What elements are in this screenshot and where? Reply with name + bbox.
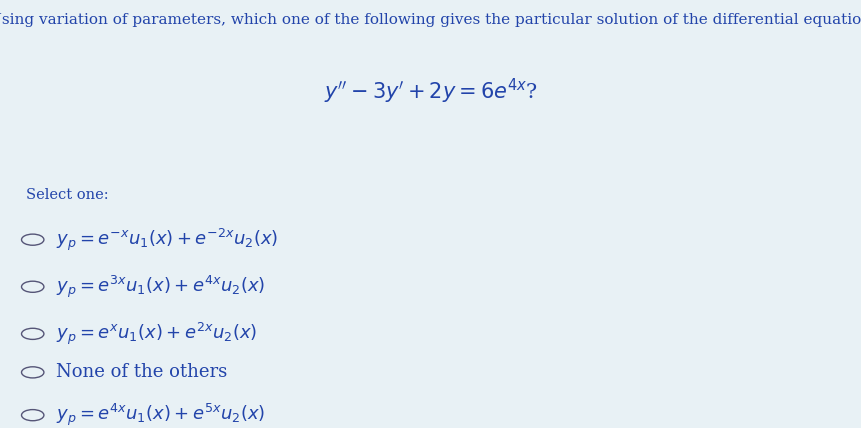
Text: $y_p = e^{x}u_1(x) + e^{2x}u_2(x)$: $y_p = e^{x}u_1(x) + e^{2x}u_2(x)$ <box>56 321 257 347</box>
Text: $y'' - 3y' + 2y = 6e^{4x}$?: $y'' - 3y' + 2y = 6e^{4x}$? <box>324 77 537 106</box>
Text: None of the others: None of the others <box>56 363 227 381</box>
Text: $y_p = e^{4x}u_1(x) + e^{5x}u_2(x)$: $y_p = e^{4x}u_1(x) + e^{5x}u_2(x)$ <box>56 402 265 428</box>
Text: Using variation of parameters, which one of the following gives the particular s: Using variation of parameters, which one… <box>0 13 861 27</box>
Text: $y_p = e^{3x}u_1(x) + e^{4x}u_2(x)$: $y_p = e^{3x}u_1(x) + e^{4x}u_2(x)$ <box>56 273 265 300</box>
Text: Select one:: Select one: <box>26 188 108 202</box>
Text: $y_p = e^{-x}u_1(x) + e^{-2x}u_2(x)$: $y_p = e^{-x}u_1(x) + e^{-2x}u_2(x)$ <box>56 226 278 253</box>
